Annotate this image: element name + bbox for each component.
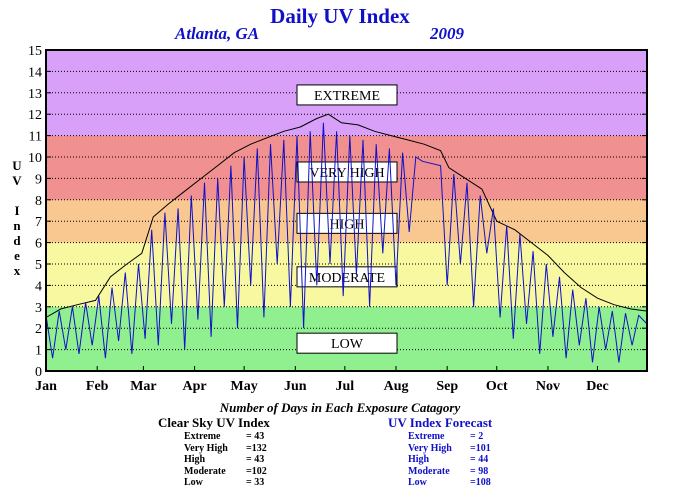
x-tick-label: Nov: [536, 379, 560, 394]
y-axis-label-char: V: [12, 173, 22, 188]
y-tick-label: 8: [35, 194, 42, 209]
x-tick-label: Jun: [284, 379, 307, 394]
plot-frame: [45, 49, 648, 372]
band-label: MODERATE: [309, 271, 385, 286]
y-tick-label: 5: [35, 258, 42, 273]
y-tick-label: 13: [28, 87, 42, 102]
x-tick-label: Jan: [35, 379, 57, 394]
clear-sky-row-very-high: Very High =132: [184, 442, 267, 454]
band-label-box: [296, 84, 398, 106]
x-tick-label: Apr: [183, 379, 207, 394]
y-tick-label: 3: [35, 301, 42, 316]
days-title: Number of Days in Each Exposure Catagory: [219, 400, 461, 415]
y-axis-label-char: I: [14, 203, 20, 218]
x-tick-label: Jul: [336, 379, 355, 394]
forecast-row-extreme: Extreme = 2: [408, 431, 484, 442]
forecast-line: [45, 122, 648, 363]
y-axis-label-char: e: [14, 248, 20, 263]
band-label: EXTREME: [314, 89, 380, 104]
y-tick-label: 7: [35, 215, 42, 230]
band-label-box: [296, 332, 398, 354]
band-label: HIGH: [330, 217, 365, 232]
x-tick-label: May: [231, 379, 258, 394]
y-tick-label: 12: [28, 108, 42, 123]
forecast-panel: UV Index Forecast Extreme = 2 Very High =1…: [388, 415, 492, 489]
y-axis-label-char: U: [12, 158, 22, 173]
y-tick-label: 10: [28, 151, 42, 166]
x-tick-label: Feb: [86, 379, 109, 394]
forecast-row-very-high: Very High =101: [408, 442, 491, 454]
clear-sky-row-low: Low = 33: [184, 477, 265, 488]
y-tick-label: 6: [35, 237, 42, 252]
x-tick-label: Sep: [436, 379, 458, 394]
forecast-row-low: Low =108: [408, 477, 491, 488]
clear-sky-row-extreme: Extreme = 43: [184, 431, 265, 442]
band-label: VERY HIGH: [309, 166, 384, 181]
y-tick-label: 15: [28, 44, 42, 59]
y-tick-label: 2: [35, 322, 42, 337]
forecast-row-high: High = 44: [408, 454, 489, 465]
y-tick-label: 0: [35, 365, 42, 380]
x-tick-label: Dec: [586, 379, 609, 394]
y-axis-label-char: d: [13, 233, 21, 248]
y-axis-label-char: x: [13, 263, 21, 278]
subtitle-year: 2009: [430, 24, 464, 43]
clear-sky-row-moderate: Moderate =102: [184, 465, 267, 477]
y-tick-label: 1: [35, 344, 42, 359]
y-tick-label: 9: [35, 172, 42, 187]
subtitle-city: Atlanta, GA: [175, 24, 260, 43]
forecast-row-moderate: Moderate = 98: [408, 465, 489, 477]
y-axis-label-char: n: [13, 218, 21, 233]
x-tick-label: Oct: [486, 379, 508, 394]
y-tick-label: 4: [35, 279, 42, 294]
chart-title: Daily UV Index: [270, 4, 410, 28]
clear-sky-line: [45, 113, 648, 318]
band-label-box: [296, 266, 398, 288]
x-tick-label: Mar: [130, 379, 156, 394]
y-tick-label: 14: [28, 65, 42, 80]
y-tick-label: 11: [29, 130, 42, 145]
forecast-heading: UV Index Forecast: [388, 415, 493, 430]
x-tick-label: Aug: [384, 379, 409, 394]
clear-sky-row-high: High = 43: [184, 454, 265, 465]
clear-sky-panel: Clear Sky UV Index Extreme = 43 Very High…: [158, 415, 270, 489]
band-label: LOW: [331, 337, 364, 352]
clear-sky-heading: Clear Sky UV Index: [158, 415, 270, 430]
